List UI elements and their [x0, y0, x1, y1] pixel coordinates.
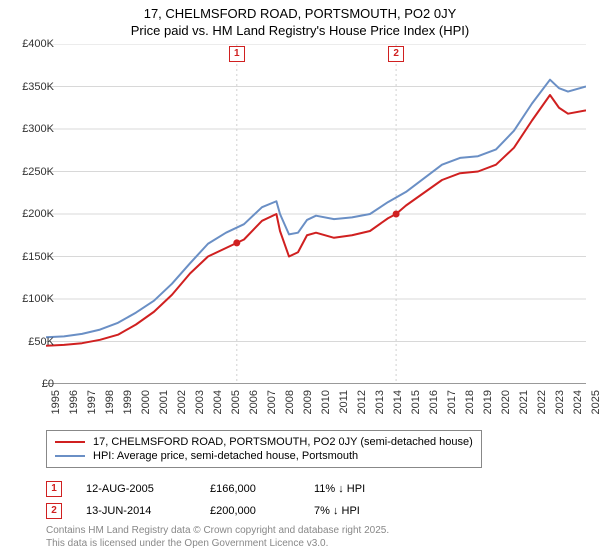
titles: 17, CHELMSFORD ROAD, PORTSMOUTH, PO2 0JY… [0, 0, 600, 40]
footer: Contains HM Land Registry data © Crown c… [46, 524, 389, 550]
x-tick-label: 2023 [554, 390, 566, 420]
sale-delta: 11% ↓ HPI [314, 483, 414, 495]
x-tick-label: 1999 [122, 390, 134, 420]
legend-label: HPI: Average price, semi-detached house,… [93, 450, 358, 462]
sale-price: £200,000 [210, 505, 290, 517]
x-tick-label: 2001 [158, 390, 170, 420]
x-tick-label: 1995 [50, 390, 62, 420]
x-tick-label: 2018 [464, 390, 476, 420]
chart-title: 17, CHELMSFORD ROAD, PORTSMOUTH, PO2 0JY [0, 6, 600, 23]
y-tick-label: £0 [42, 378, 54, 390]
x-tick-label: 2010 [320, 390, 332, 420]
x-tick-label: 2020 [500, 390, 512, 420]
chart-subtitle: Price paid vs. HM Land Registry's House … [0, 23, 600, 40]
x-tick-label: 2015 [410, 390, 422, 420]
x-tick-label: 2008 [284, 390, 296, 420]
y-tick-label: £200K [22, 208, 54, 220]
legend-swatch [55, 441, 85, 443]
chart-svg [46, 44, 586, 384]
marker-box: 2 [388, 46, 404, 62]
sales-row: 2 13-JUN-2014 £200,000 7% ↓ HPI [46, 500, 414, 522]
x-tick-label: 2002 [176, 390, 188, 420]
x-tick-label: 2024 [572, 390, 584, 420]
sales-row: 1 12-AUG-2005 £166,000 11% ↓ HPI [46, 478, 414, 500]
sale-price: £166,000 [210, 483, 290, 495]
x-tick-label: 2016 [428, 390, 440, 420]
sales-table: 1 12-AUG-2005 £166,000 11% ↓ HPI 2 13-JU… [46, 478, 414, 522]
y-tick-label: £300K [22, 123, 54, 135]
y-tick-label: £50K [28, 336, 54, 348]
sale-marker-icon: 1 [46, 481, 62, 497]
legend-swatch [55, 455, 85, 457]
footer-line: Contains HM Land Registry data © Crown c… [46, 524, 389, 537]
y-tick-label: £150K [22, 251, 54, 263]
x-tick-label: 1996 [68, 390, 80, 420]
x-tick-label: 2000 [140, 390, 152, 420]
chart-container: 17, CHELMSFORD ROAD, PORTSMOUTH, PO2 0JY… [0, 0, 600, 560]
x-tick-label: 2012 [356, 390, 368, 420]
legend: 17, CHELMSFORD ROAD, PORTSMOUTH, PO2 0JY… [46, 430, 482, 468]
x-tick-label: 2019 [482, 390, 494, 420]
sale-delta: 7% ↓ HPI [314, 505, 414, 517]
x-tick-label: 2014 [392, 390, 404, 420]
x-tick-label: 2011 [338, 390, 350, 420]
legend-item: HPI: Average price, semi-detached house,… [55, 449, 473, 463]
y-tick-label: £350K [22, 81, 54, 93]
legend-label: 17, CHELMSFORD ROAD, PORTSMOUTH, PO2 0JY… [93, 436, 473, 448]
x-tick-label: 2007 [266, 390, 278, 420]
x-tick-label: 2022 [536, 390, 548, 420]
x-tick-label: 1998 [104, 390, 116, 420]
marker-box: 1 [229, 46, 245, 62]
y-tick-label: £100K [22, 293, 54, 305]
x-tick-label: 2003 [194, 390, 206, 420]
y-tick-label: £400K [22, 38, 54, 50]
chart-plot-area [46, 44, 586, 384]
legend-item: 17, CHELMSFORD ROAD, PORTSMOUTH, PO2 0JY… [55, 435, 473, 449]
x-tick-label: 2021 [518, 390, 530, 420]
x-tick-label: 2004 [212, 390, 224, 420]
footer-line: This data is licensed under the Open Gov… [46, 537, 389, 550]
sale-marker-icon: 2 [46, 503, 62, 519]
y-tick-label: £250K [22, 166, 54, 178]
x-tick-label: 2025 [590, 390, 600, 420]
x-tick-label: 2009 [302, 390, 314, 420]
sale-date: 13-JUN-2014 [86, 505, 186, 517]
x-tick-label: 2005 [230, 390, 242, 420]
x-tick-label: 2006 [248, 390, 260, 420]
x-tick-label: 2017 [446, 390, 458, 420]
sale-date: 12-AUG-2005 [86, 483, 186, 495]
x-tick-label: 1997 [86, 390, 98, 420]
x-tick-label: 2013 [374, 390, 386, 420]
